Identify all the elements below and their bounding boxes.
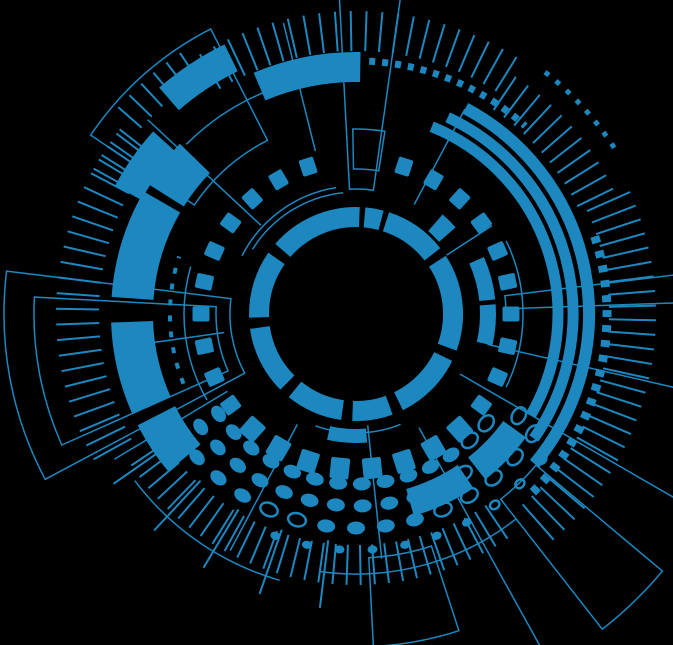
thin-arc	[319, 518, 517, 575]
spoke-line	[418, 427, 541, 645]
dashed-arc	[543, 70, 619, 153]
block-ring	[192, 156, 520, 480]
wedge-outline	[33, 296, 230, 446]
wedge-outline	[368, 545, 460, 645]
segmented-ring	[429, 121, 564, 418]
dot-ring	[193, 406, 528, 513]
wedge-outline	[338, 0, 401, 192]
thin-arc	[134, 480, 280, 582]
thin-arc	[241, 186, 337, 257]
wedge-outline	[3, 270, 246, 481]
dot-ring	[270, 453, 548, 554]
dot-ring	[189, 424, 543, 535]
spoke-line	[366, 425, 383, 559]
segmented-ring	[469, 257, 497, 346]
segmented-ring	[114, 44, 361, 201]
segmented-ring	[111, 143, 211, 472]
tick-ring	[55, 132, 152, 461]
thin-arc	[185, 90, 267, 145]
dot-ring	[211, 405, 496, 491]
dashed-arc	[527, 235, 612, 498]
segmented-ring	[445, 112, 579, 442]
thin-arc	[505, 240, 524, 388]
spoke-line	[446, 225, 493, 256]
segmented-ring	[249, 207, 464, 421]
segmented-ring	[462, 103, 596, 468]
thin-arc	[183, 266, 208, 401]
dashed-arc	[168, 255, 186, 385]
wedge-outline	[352, 128, 386, 172]
tick-ring	[492, 76, 614, 208]
segmented-ring	[327, 426, 368, 443]
thin-arc	[251, 191, 344, 250]
tick-ring	[521, 191, 656, 541]
wedge-outline	[89, 27, 269, 207]
filled-tab	[428, 214, 456, 242]
wedge-outline	[499, 464, 664, 631]
